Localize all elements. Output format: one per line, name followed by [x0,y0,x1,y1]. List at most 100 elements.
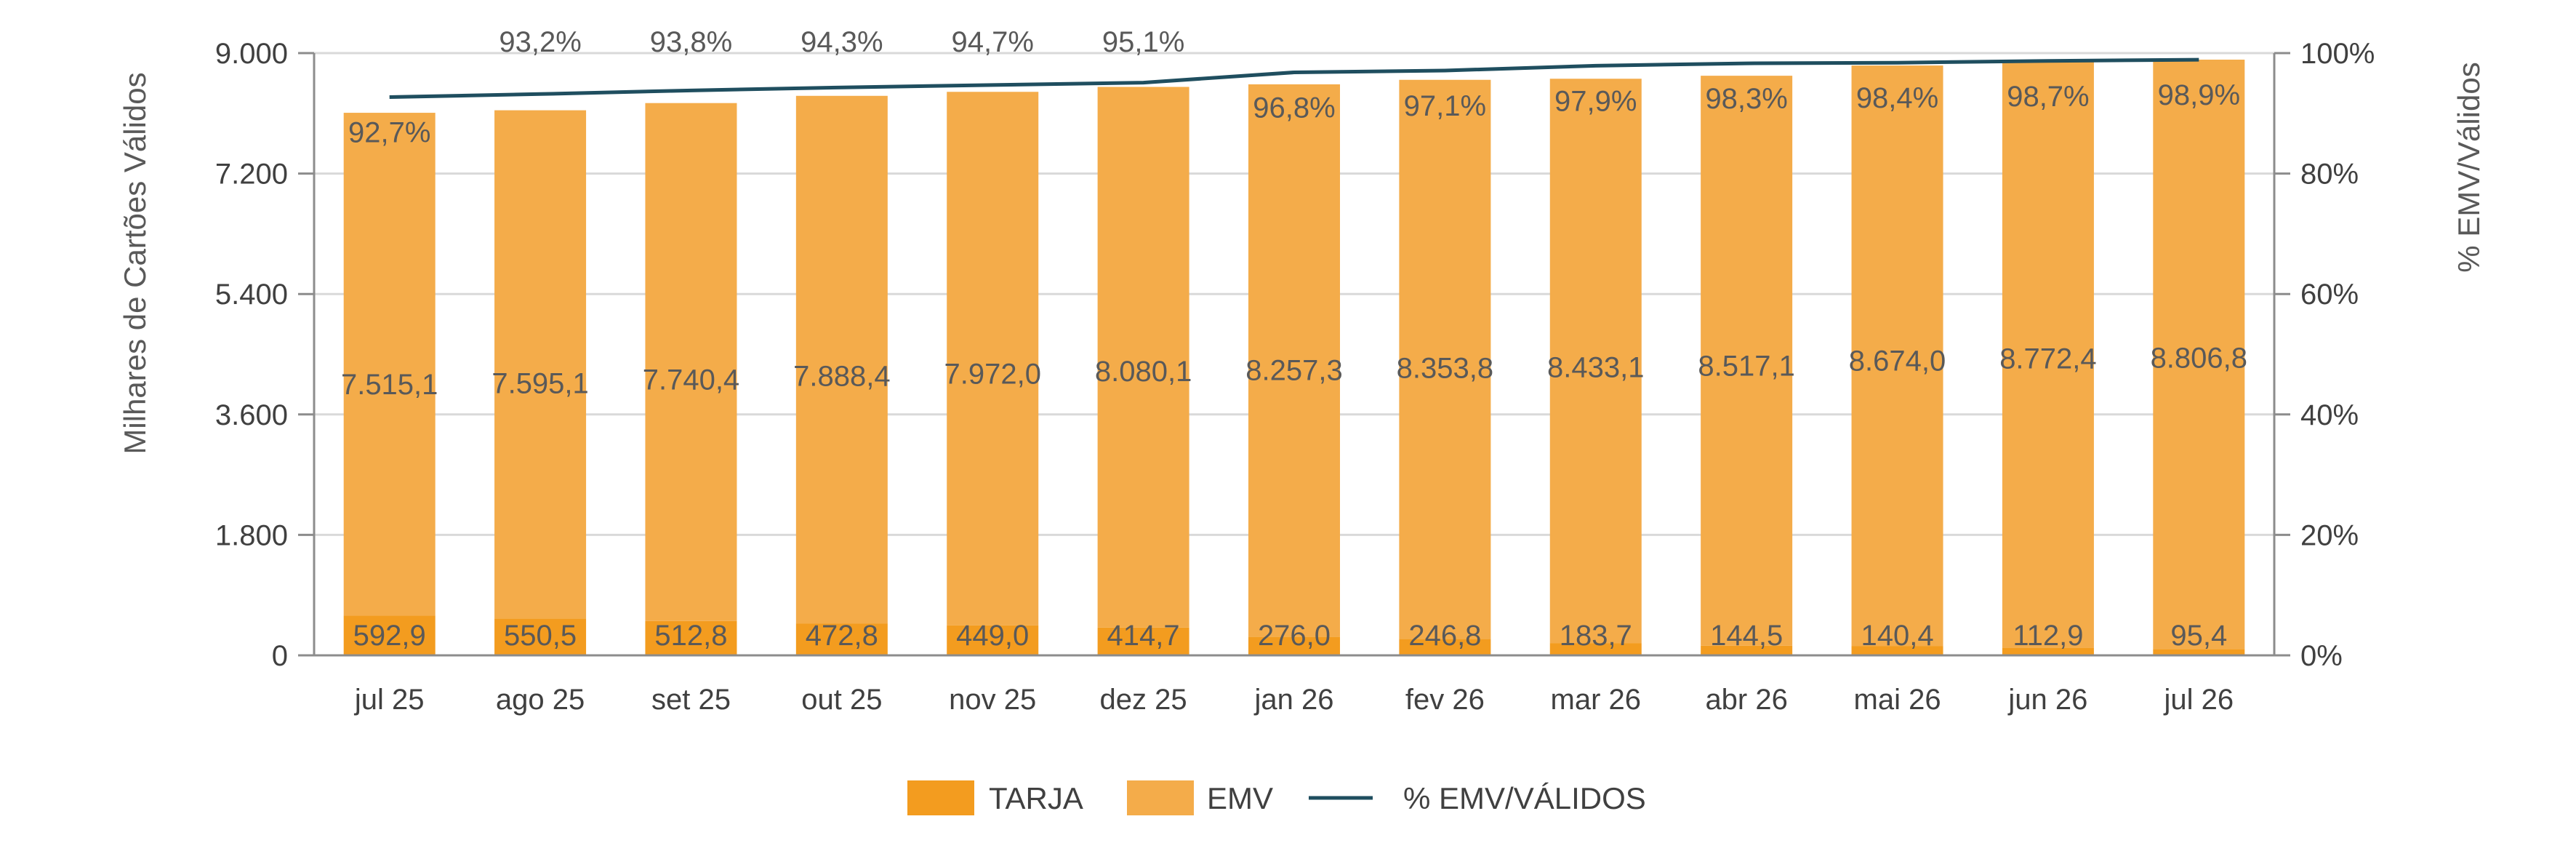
bar-tarja [1851,646,1943,655]
data-labels: 592,9 7.515,1 550,5 7.595,1 512,8 7.740,4 472,… [341,26,2247,652]
data-label-tarja: 144,5 [1710,620,1783,652]
data-label-pct: 98,4% [1856,82,1938,114]
line-series [389,57,2199,99]
bar-emv [1851,65,1943,647]
data-label-tarja: 414,7 [1107,620,1180,652]
data-label-emv: 7.515,1 [341,369,438,401]
bar-tarja [1399,639,1491,655]
bar-tarja [2153,649,2245,655]
bar-tarja [494,618,587,655]
data-label-emv: 7.595,1 [491,367,588,399]
legend-label-pct: % EMV/VÁLIDOS [1403,781,1646,815]
tick-labels: 0 1.800 3.600 5.400 7.200 9.000 0% 20% 40% 60% 80%… [215,38,2375,716]
legend-label-emv: EMV [1207,781,1273,815]
data-label-pct: 93,8% [650,26,732,58]
data-label-emv: 8.772,4 [1999,343,2096,375]
y2-tick-label: 80% [2300,159,2359,191]
data-label-pct: 94,7% [952,26,1034,58]
data-label-emv: 8.353,8 [1397,352,1493,384]
y2-tick-label: 0% [2300,640,2343,672]
x-tick-label: jan 26 [1254,684,1334,716]
data-label-tarja: 183,7 [1560,620,1632,652]
y-tick-label: 0 [272,640,288,672]
data-label-tarja: 512,8 [654,620,727,652]
bar-tarja [1248,636,1340,655]
data-label-tarja: 112,9 [2013,620,2083,652]
data-label-tarja: 449,0 [956,620,1029,652]
data-label-pct: 98,7% [2007,81,2089,113]
x-tick-label: jul 25 [354,684,425,716]
bar-emv [2153,59,2245,650]
y-tick-label: 3.600 [215,399,288,431]
bar-tarja [1701,645,1793,655]
x-tick-label: nov 25 [949,684,1036,716]
data-label-emv: 7.888,4 [793,360,890,392]
bar-tarja [795,623,888,655]
data-label-tarja: 246,8 [1408,620,1481,652]
bar-emv [795,95,888,624]
bar-emv [1399,79,1491,639]
legend-label-tarja: TARJA [989,781,1083,815]
x-tick-label: jun 26 [2007,684,2087,716]
data-label-emv: 8.674,0 [1849,345,1946,377]
data-label-emv: 8.806,8 [2151,342,2247,374]
bar-tarja [1097,627,1189,655]
bar-tarja [947,625,1039,655]
bar-tarja [343,615,436,655]
data-label-emv: 8.517,1 [1698,351,1794,383]
data-label-pct: 94,3% [801,26,883,58]
x-tick-label: mai 26 [1854,684,1941,716]
legend-swatch-emv [1127,780,1194,815]
x-tick-label: out 25 [801,684,882,716]
bars [343,59,2245,655]
data-label-pct: 93,2% [499,26,581,58]
y2-tick-label: 60% [2300,279,2359,311]
y-tick-label: 7.200 [215,159,288,191]
data-label-emv: 8.433,1 [1547,352,1644,384]
data-label-pct: 92,7% [348,116,430,148]
data-label-emv: 7.972,0 [944,359,1040,391]
bar-emv [1248,84,1340,637]
bar-emv [1701,76,1793,646]
data-label-tarja: 140,4 [1861,620,1933,652]
data-label-tarja: 550,5 [504,620,577,652]
x-tick-label: mar 26 [1551,684,1642,716]
data-label-tarja: 472,8 [806,620,878,652]
y2-tick-label: 100% [2300,38,2375,70]
y-tick-label: 5.400 [215,279,288,311]
data-label-tarja: 276,0 [1258,620,1331,652]
bar-emv [1097,87,1189,628]
y2-tick-label: 20% [2300,519,2359,551]
y-tick-label: 9.000 [215,38,288,70]
bar-emv [2002,60,2094,648]
bar-tarja [645,620,737,655]
x-tick-label: fev 26 [1405,684,1485,716]
x-tick-label: jul 26 [2163,684,2234,716]
data-label-pct: 97,1% [1404,90,1486,122]
y2-axis-title: % EMV/Válidos [2452,62,2486,272]
bar-emv [1549,79,1642,644]
legend-swatch-tarja [907,780,974,815]
data-label-tarja: 95,4 [2170,620,2227,652]
bar-emv [645,103,737,621]
data-label-pct: 98,9% [2158,79,2240,111]
data-label-emv: 7.740,4 [643,364,739,396]
data-label-pct: 95,1% [1102,26,1184,58]
bar-emv [947,92,1039,626]
data-label-emv: 8.257,3 [1245,354,1342,386]
x-tick-label: ago 25 [496,684,585,716]
x-tick-label: abr 26 [1705,684,1787,716]
bar-emv [343,113,436,616]
x-tick-label: set 25 [651,684,731,716]
data-label-pct: 97,9% [1554,85,1637,117]
axes [298,52,2290,657]
y-axis-title: Milhares de Cartões Válidos [118,72,152,454]
data-label-emv: 8.080,1 [1095,356,1192,388]
x-tick-label: dez 25 [1100,684,1187,716]
y2-tick-label: 40% [2300,399,2359,431]
data-label-pct: 98,3% [1705,83,1787,115]
bar-tarja [1549,643,1642,655]
bar-tarja [2002,647,2094,655]
data-label-tarja: 592,9 [353,620,426,652]
